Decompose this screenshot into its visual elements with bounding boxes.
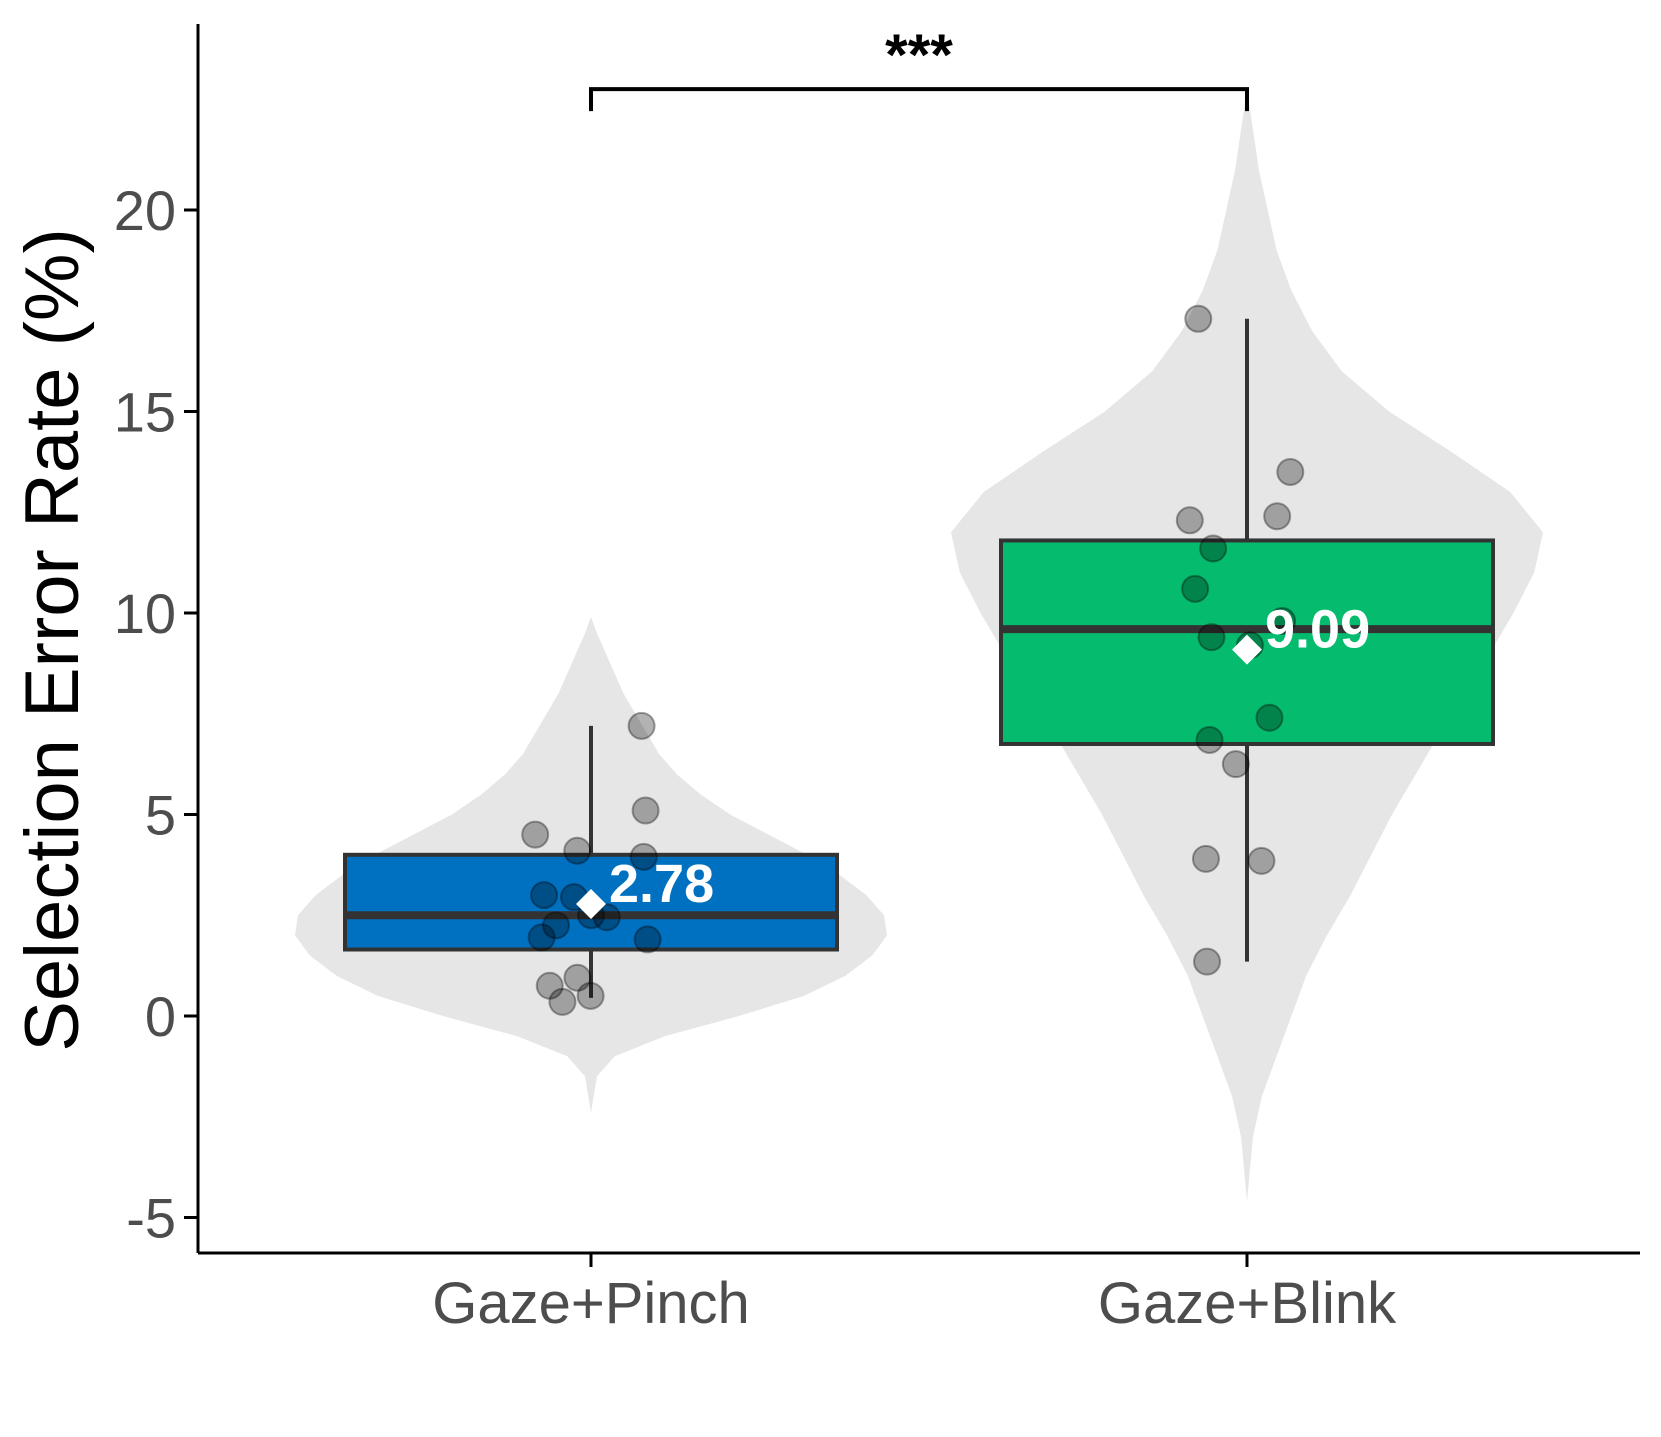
y-tick-label: 0 (145, 985, 176, 1048)
data-point (548, 987, 577, 1016)
y-axis-ticks: -5 0 5 10 15 20 (114, 179, 198, 1250)
data-point (1191, 844, 1220, 873)
data-point (633, 925, 662, 954)
data-point (1276, 457, 1305, 486)
data-point (1195, 725, 1224, 754)
data-point (535, 971, 564, 1000)
data-point (563, 963, 592, 992)
mean-layer: 2.78 9.09 (576, 600, 1370, 919)
data-point (1255, 703, 1284, 732)
data-point (1263, 502, 1292, 531)
y-tick-label: 15 (114, 381, 176, 444)
data-point (627, 711, 656, 740)
data-point (1221, 750, 1250, 779)
mean-label: 9.09 (1265, 600, 1370, 660)
data-point (1247, 846, 1276, 875)
significance-bracket: *** (589, 23, 1249, 112)
data-point (1181, 574, 1210, 603)
mean-label: 2.78 (609, 854, 714, 914)
significance-label: *** (885, 23, 953, 88)
data-point (592, 903, 621, 932)
mean-marker (576, 888, 606, 919)
y-tick-label: 20 (114, 179, 176, 242)
data-point (1175, 506, 1204, 535)
point-layer (521, 304, 1305, 1016)
data-point (631, 796, 660, 825)
data-point (1184, 304, 1213, 333)
axes: -5 0 5 10 15 20 Gaze+Pinch Gaze+Blink Selectio… (10, 24, 1640, 1336)
x-tick-label: Gaze+Pinch (432, 1271, 750, 1336)
data-point (542, 911, 571, 940)
data-point (530, 881, 559, 910)
data-point (1193, 947, 1222, 976)
data-point (1197, 623, 1226, 652)
y-tick-label: -5 (126, 1187, 176, 1250)
mean-marker (1232, 634, 1262, 665)
y-axis-title: Selection Error Rate (%) (10, 228, 95, 1052)
data-point (1199, 534, 1228, 563)
significance-line (589, 87, 1249, 112)
y-tick-label: 5 (145, 784, 176, 847)
data-point (527, 923, 556, 952)
data-point (576, 981, 605, 1010)
data-point (563, 836, 592, 865)
y-tick-label: 10 (114, 582, 176, 645)
data-point (1268, 607, 1297, 636)
data-point (629, 842, 658, 871)
x-axis-ticks: Gaze+Pinch Gaze+Blink (432, 1253, 1397, 1336)
x-tick-label: Gaze+Blink (1098, 1271, 1397, 1336)
data-point (521, 820, 550, 849)
